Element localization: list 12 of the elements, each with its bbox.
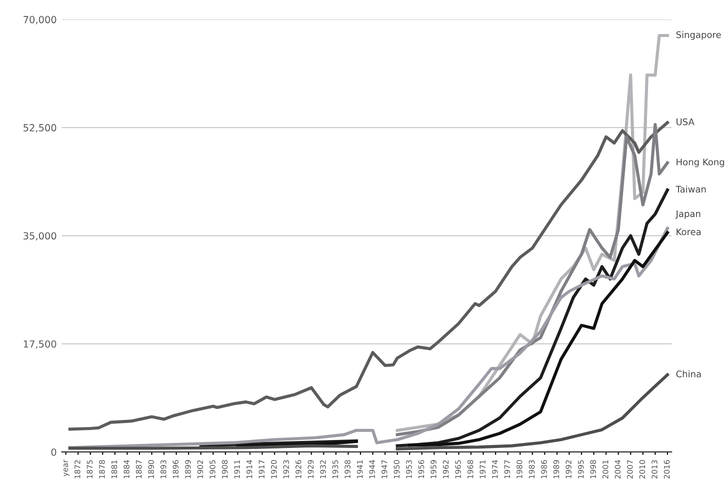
y-tick-label: 0 xyxy=(51,448,56,456)
y-tick-label: 52,500 xyxy=(24,124,56,132)
series-label: Japan xyxy=(675,210,700,219)
series-label: China xyxy=(676,370,701,378)
series-label: Korea xyxy=(676,228,701,236)
series-label: Taiwan xyxy=(676,186,706,193)
y-tick-label: 35,000 xyxy=(24,232,56,241)
y-tick-label: 17,500 xyxy=(24,340,56,349)
series-label: USA xyxy=(676,118,694,126)
series-label: Singapore xyxy=(676,31,721,40)
series-label: Hong Kong xyxy=(676,158,724,168)
y-tick-label: 70,000 xyxy=(24,16,56,24)
